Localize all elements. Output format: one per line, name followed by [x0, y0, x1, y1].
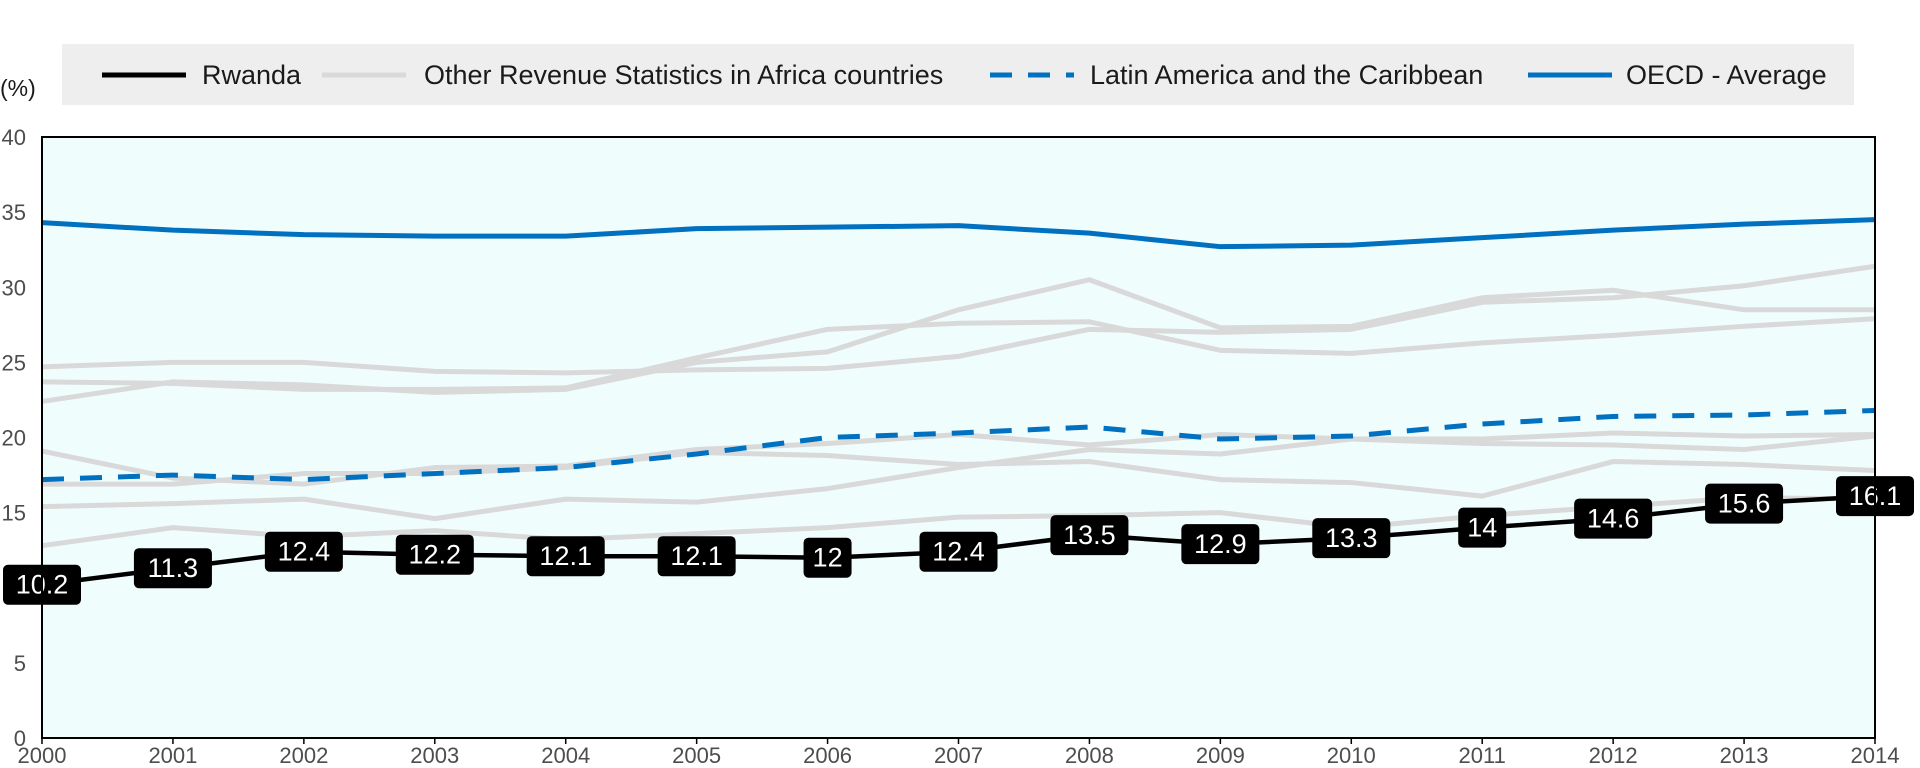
- y-tick-label: 25: [2, 350, 26, 375]
- data-label-text: 13.5: [1063, 520, 1116, 550]
- x-tick-label: 2000: [18, 743, 67, 768]
- data-label-box: [1181, 524, 1260, 565]
- data-label: 12.2: [395, 534, 474, 575]
- x-tick-label: 2004: [541, 743, 590, 768]
- data-label: 14.6: [1574, 498, 1653, 539]
- data-label: 12.1: [526, 536, 605, 577]
- data-label-box: [395, 534, 474, 575]
- legend-label: OECD - Average: [1626, 60, 1827, 90]
- x-tick-label: 2011: [1459, 743, 1506, 768]
- legend-entry: Rwanda: [102, 60, 302, 90]
- x-tick-label: 2006: [803, 743, 852, 768]
- data-label-box: [657, 536, 736, 577]
- plot-frame: [41, 136, 1876, 739]
- legend: Rwanda Other Revenue Statistics in Africa…: [62, 44, 1854, 105]
- data-label-box: [526, 536, 605, 577]
- x-tick-label: 2009: [1196, 743, 1245, 768]
- x-tick-label: 2010: [1327, 743, 1376, 768]
- data-label: 15.6: [1705, 483, 1784, 524]
- legend-label: Rwanda: [202, 60, 302, 90]
- data-label-text: 12.2: [409, 540, 462, 570]
- other-country-line: [41, 277, 1875, 404]
- data-label-box: [1050, 515, 1129, 556]
- data-label-text: 13.3: [1325, 523, 1378, 553]
- data-label: 14: [1458, 507, 1507, 548]
- other-country-line: [41, 263, 1876, 376]
- data-label-text: 12.4: [932, 537, 985, 567]
- x-axis-ticks: 2000 2001 2002 2003 2004 2005 2006 2007 2008 2009…: [18, 738, 1900, 768]
- x-tick-label: 2014: [1851, 743, 1900, 768]
- lac-line: [41, 407, 1876, 483]
- data-label: 13.3: [1312, 518, 1391, 559]
- data-label: 13.5: [1050, 515, 1129, 556]
- data-label: 11.3: [133, 548, 212, 589]
- data-label: 12.1: [657, 536, 736, 577]
- data-label-box: [803, 537, 852, 578]
- data-label-text: 12.1: [670, 541, 723, 571]
- y-tick-label: 20: [2, 426, 26, 451]
- data-label: 12.4: [919, 531, 998, 572]
- data-label-text: 12: [813, 543, 843, 573]
- data-label-text: 14: [1467, 513, 1497, 543]
- legend-entry: OECD - Average: [1528, 60, 1827, 90]
- data-label-box: [1574, 498, 1653, 539]
- data-label-text: 12.1: [539, 541, 592, 571]
- data-label-box: [264, 531, 343, 572]
- other-country-line: [42, 450, 1876, 499]
- y-tick-label: 30: [2, 275, 26, 300]
- other-country-line: [41, 430, 1876, 522]
- data-label-text: 15.6: [1718, 489, 1771, 519]
- y-unit-label: (%): [0, 75, 36, 101]
- data-label-box: [1458, 507, 1507, 548]
- x-tick-label: 2013: [1720, 743, 1769, 768]
- data-label: 12.9: [1181, 524, 1260, 565]
- y-tick-label: 35: [2, 200, 26, 225]
- x-tick-label: 2007: [934, 743, 983, 768]
- legend-label: Other Revenue Statistics in Africa count…: [424, 60, 943, 90]
- data-label-text: 12.9: [1194, 529, 1247, 559]
- data-label-box: [1312, 518, 1391, 559]
- data-label-text: 12.4: [278, 537, 331, 567]
- data-label-text: 11.3: [148, 553, 199, 583]
- oecd-line: [41, 217, 1876, 250]
- data-label-text: 14.6: [1587, 504, 1640, 534]
- data-label-box: [133, 548, 212, 589]
- data-label: 12: [803, 537, 852, 578]
- y-tick-label: 5: [14, 651, 26, 676]
- data-label: 12.4: [264, 531, 343, 572]
- data-label-box: [919, 531, 998, 572]
- legend-label: Latin America and the Caribbean: [1090, 60, 1483, 90]
- x-tick-label: 2012: [1589, 743, 1638, 768]
- y-axis-ticks: 0510152025303540: [2, 125, 26, 751]
- other-country-line: [41, 495, 1876, 549]
- y-tick-label: 40: [2, 125, 26, 150]
- y-tick-label: 0: [14, 726, 26, 751]
- x-tick-label: 2005: [672, 743, 721, 768]
- x-tick-label: 2001: [148, 743, 197, 768]
- data-label-box: [1705, 483, 1784, 524]
- x-tick-label: 2003: [410, 743, 459, 768]
- x-tick-label: 2002: [279, 743, 328, 768]
- y-tick-label: 15: [2, 501, 26, 526]
- legend-entry: Latin America and the Caribbean: [990, 60, 1483, 90]
- x-tick-label: 2008: [1065, 743, 1114, 768]
- legend-entry: Other Revenue Statistics in Africa count…: [322, 60, 943, 90]
